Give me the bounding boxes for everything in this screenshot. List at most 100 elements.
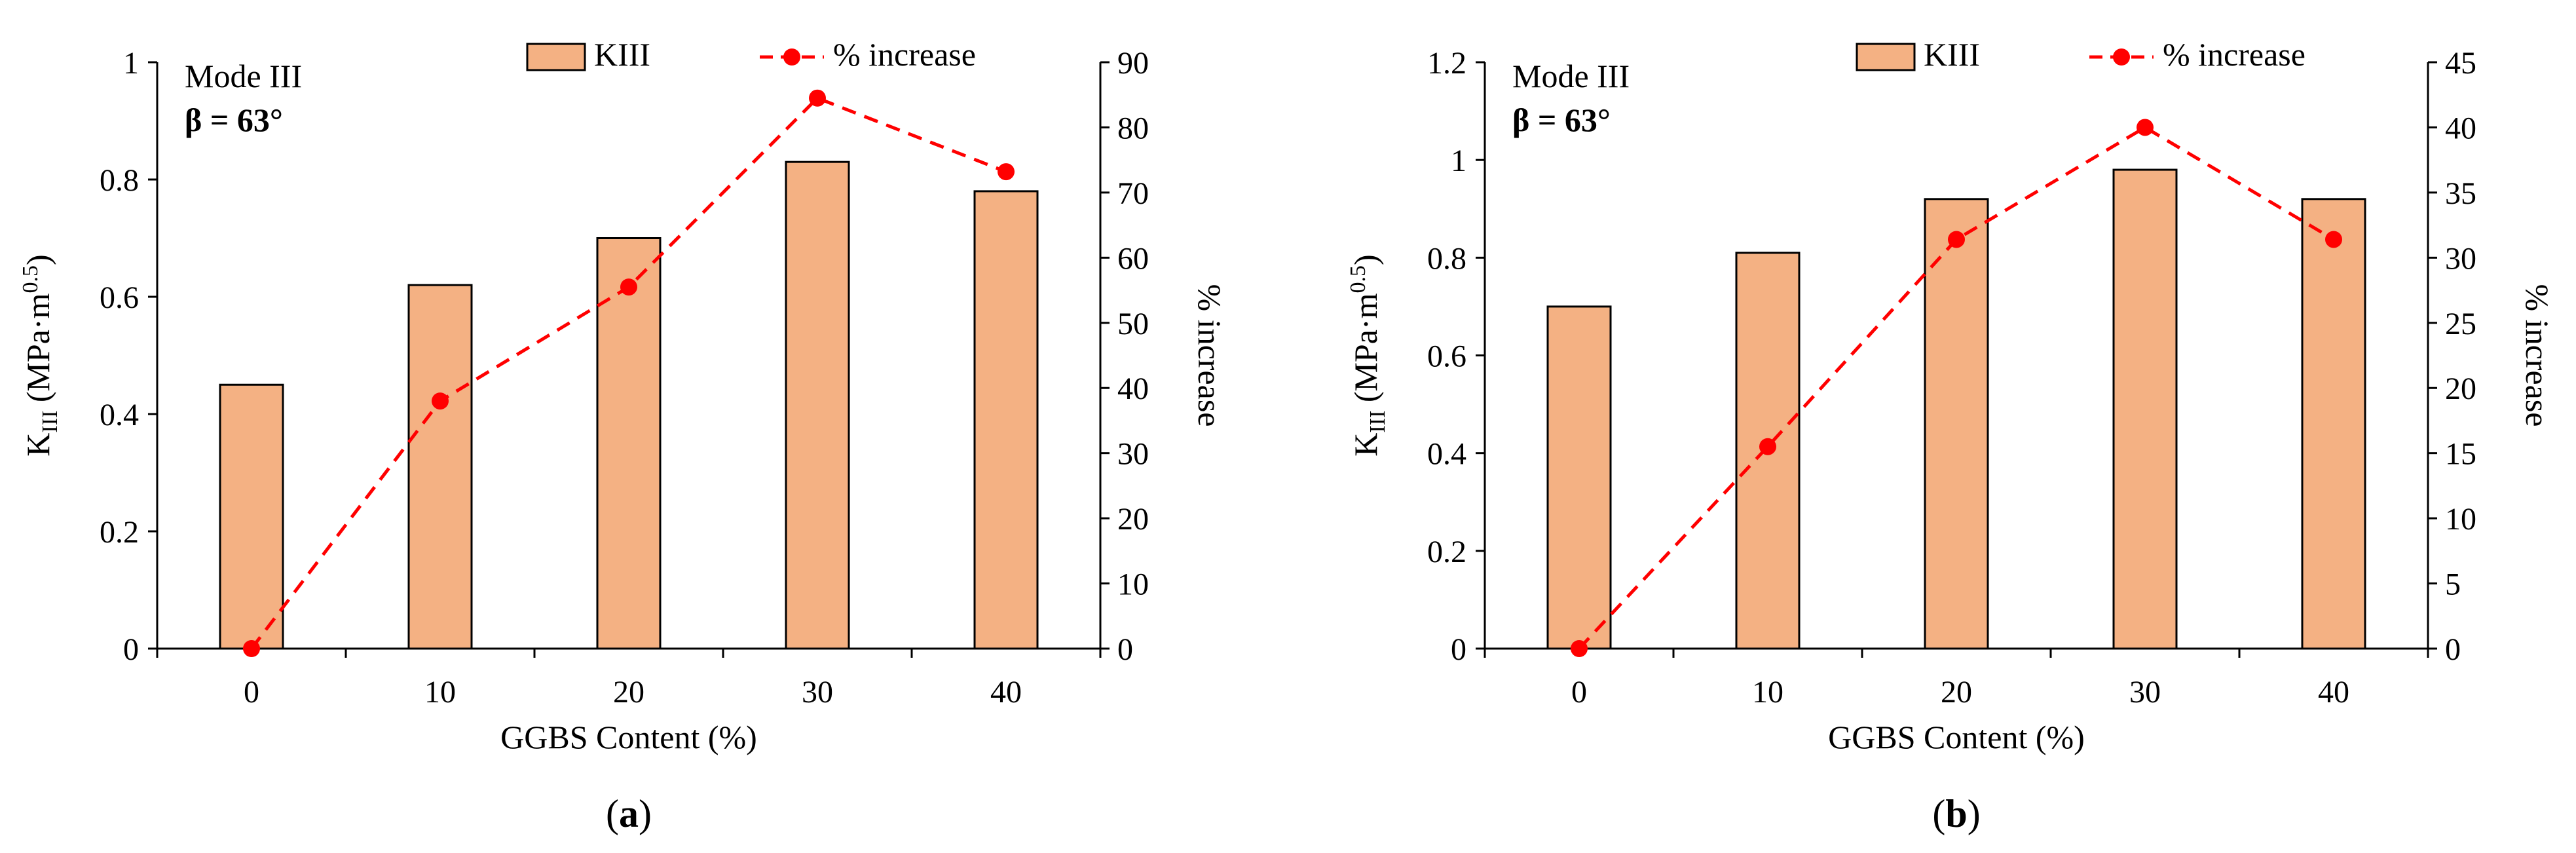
legend-line-marker [2113,48,2130,66]
beta-label: β = 63° [1512,102,1611,138]
y-tick-label: 0.4 [1427,437,1466,472]
x-axis-title: GGBS Content (%) [500,719,757,755]
x-axis-title: GGBS Content (%) [1828,719,2085,755]
y2-axis-title: % increase [1191,284,1228,427]
legend-bar-label: KIII [1924,36,1980,73]
y-axis-title-unit: (MPa·m [1347,293,1384,410]
x-tick-label: 0 [1571,675,1587,710]
y-tick-label: 1.2 [1427,46,1466,81]
y2-tick-label: 30 [1117,437,1149,472]
y-axis-title: KIII (MPa·m0.5) [18,254,62,456]
increase-point-30 [809,89,826,107]
legend-line-label: % increase [2163,36,2305,73]
bar-40 [973,190,1039,650]
x-tick-label: 0 [244,675,259,710]
y2-tick-label: 40 [1117,371,1149,406]
y-tick-label: 0.6 [100,280,139,315]
bar-20 [596,237,662,650]
legend-line-marker [783,48,800,66]
y-tick-label: 0.6 [1427,339,1466,374]
x-tick-label: 10 [424,675,456,710]
y-axis-title-main: K [1347,433,1384,457]
y2-tick-label: 10 [1117,567,1149,602]
chart-panel-b: 0 0.2 0.4 0.6 0.8 1 1.2 0 5 10 15 20 25 30 35 40 45 0 10 20… [1346,36,2556,835]
y-tick-label: 0 [1451,632,1466,667]
y2-tick-label: 90 [1117,46,1149,81]
y-tick-label: 0.2 [100,515,139,550]
increase-point-20 [620,278,637,296]
y-axis-title-sub: III [38,411,62,433]
bar-0 [219,383,284,650]
y-tick-label: 0.4 [100,398,139,432]
y-axis-title-close: ) [20,254,56,265]
y2-tick-label: 70 [1117,176,1149,211]
y-axis-title-sub: III [1366,411,1390,433]
y2-tick-label: 80 [1117,111,1149,145]
bar-0 [1546,305,1612,650]
y2-tick-label: 40 [2445,111,2476,145]
mode-label: Mode III [185,58,302,94]
bar-10 [407,284,473,650]
bar-30 [785,161,850,650]
legend-bar-swatch [526,43,586,71]
panel-label-letter: b [1945,792,1967,835]
y2-tick-label: 30 [2445,241,2476,276]
legend: KIII % increase [1856,36,2305,73]
y-tick-label: 0 [123,632,139,667]
x-tick-label: 20 [613,675,644,710]
legend: KIII % increase [526,36,976,73]
increase-point-10 [1759,438,1776,455]
y-tick-label: 1 [1451,143,1466,178]
legend-bar-swatch [1856,43,1916,71]
panel-label-open: ( [606,792,619,835]
y2-tick-label: 50 [1117,307,1149,341]
increase-point-40 [998,163,1015,181]
panel-label: (b) [1932,792,1980,835]
increase-point-30 [2137,119,2154,136]
legend-line-label: % increase [833,36,976,73]
y2-tick-label: 10 [2445,502,2476,537]
bar-40 [2301,198,2366,650]
increase-point-0 [243,640,260,657]
y2-tick-label: 20 [2445,371,2476,406]
y-axis-title: KIII (MPa·m0.5) [1346,254,1390,456]
panel-label-letter: a [619,792,639,835]
y-axis-title-main: K [20,433,56,457]
increase-point-40 [2325,231,2342,248]
x-tick-label: 40 [990,675,1022,710]
x-tick-label: 10 [1752,675,1783,710]
panel-label-open: ( [1932,792,1945,835]
y2-tick-label: 35 [2445,176,2476,211]
y2-tick-label: 60 [1117,241,1149,276]
x-tick-label: 20 [1941,675,1972,710]
y2-tick-label: 5 [2445,567,2461,602]
y2-tick-label: 25 [2445,307,2476,341]
y-tick-label: 0.8 [1427,241,1466,276]
y2-tick-label: 0 [2445,632,2461,667]
y2-tick-label: 15 [2445,437,2476,472]
x-tick-label: 40 [2318,675,2349,710]
y-axis-title-close: ) [1347,254,1384,265]
y-tick-label: 1 [123,46,139,81]
increase-point-10 [432,392,449,410]
y-tick-label: 0.2 [1427,535,1466,569]
y2-tick-label: 0 [1117,632,1133,667]
y2-tick-label: 20 [1117,502,1149,537]
panel-label-close: ) [639,792,652,835]
increase-point-20 [1948,231,1965,248]
bar-20 [1924,198,1989,650]
legend-bar-label: KIII [594,36,650,73]
y2-axis-title: % increase [2519,284,2556,427]
y-axis-title-sup: 0.5 [1346,265,1370,294]
y-tick-label: 0.8 [100,163,139,198]
panel-label: (a) [606,792,652,835]
bar-30 [2112,168,2178,650]
increase-point-0 [1571,640,1588,657]
y-axis-title-sup: 0.5 [18,265,43,294]
x-tick-label: 30 [802,675,833,710]
mode-label: Mode III [1512,58,1630,94]
y2-tick-label: 45 [2445,46,2476,81]
